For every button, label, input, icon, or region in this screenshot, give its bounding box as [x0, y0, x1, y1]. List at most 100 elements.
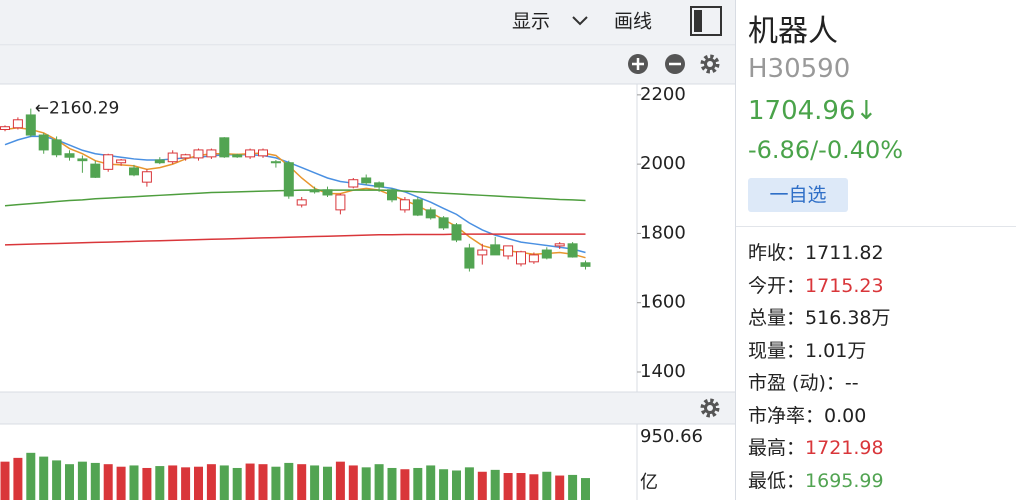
volume-bar	[116, 466, 126, 500]
candle-body	[167, 152, 178, 163]
watchlist-button[interactable]: 一自选	[748, 178, 848, 212]
volume-bar	[129, 465, 139, 500]
sidebar: 机器人 H30590 1704.96↓ -6.86/-0.40% 一自选 昨收：…	[735, 0, 1016, 500]
candle-body	[245, 149, 256, 158]
volume-bar	[529, 474, 539, 500]
candle-body	[309, 189, 320, 193]
y-tick-label: 1600	[640, 292, 686, 313]
candle-body	[580, 262, 591, 267]
change: -6.86/-0.40%	[748, 136, 904, 164]
candle-body	[541, 249, 552, 259]
volume-bar	[103, 464, 113, 500]
candle-body	[232, 154, 243, 158]
candle-body	[64, 153, 75, 158]
candle-body	[103, 154, 114, 170]
volume-bar	[323, 466, 332, 500]
volume-bar	[13, 457, 23, 500]
volume-bar	[232, 467, 242, 500]
stat-label: 现量：	[748, 339, 806, 362]
candle-body	[477, 249, 488, 256]
candle-body	[464, 247, 475, 269]
stat-value: 516.38万	[805, 307, 891, 329]
volume-bar	[39, 456, 49, 500]
volume-tick-label: 950.66	[640, 426, 703, 447]
volume-bar	[516, 473, 526, 500]
volume-bar	[477, 471, 487, 500]
candle-body	[361, 177, 372, 184]
candle-body	[296, 199, 307, 206]
stat-label: 最高：	[748, 437, 806, 459]
volume-settings[interactable]	[700, 398, 720, 418]
panel-toggle[interactable]	[690, 6, 722, 36]
candle-body	[335, 194, 346, 211]
volume-bar	[155, 466, 165, 500]
stat-label: 市净率：	[748, 404, 825, 427]
candle-body	[438, 217, 449, 229]
volume-bar	[387, 467, 397, 500]
y-tick-label: 1400	[640, 361, 686, 382]
stat-label: 昨收：	[748, 242, 806, 264]
candle-body	[116, 159, 127, 164]
candle-body	[399, 199, 410, 211]
volume-bar	[503, 473, 513, 500]
stock-code: H30590	[748, 54, 851, 84]
volume-bar	[219, 465, 229, 500]
volume-bar	[245, 463, 255, 500]
volume-bar	[361, 467, 371, 500]
zoom-in-icon	[632, 58, 644, 70]
candle-body	[283, 162, 294, 197]
stat-row: 昨收：1711.82	[748, 238, 884, 265]
volume-bar	[581, 478, 590, 500]
stat-row: 市盈 (动)：--	[748, 368, 859, 395]
volume-bar	[297, 464, 307, 500]
candle-body	[490, 244, 501, 256]
candle-body	[90, 163, 101, 178]
candle-body	[206, 149, 217, 158]
volume-bar	[439, 469, 449, 500]
stat-row: 最高：1721.98	[748, 433, 884, 460]
candle-body	[374, 182, 385, 188]
stat-row: 总量：516.38万	[748, 303, 891, 330]
chevron[interactable]	[572, 16, 588, 26]
stat-value: 1695.99	[805, 469, 884, 492]
volume-bar	[258, 464, 268, 500]
display-menu[interactable]: 显示	[512, 11, 550, 33]
stat-label: 今开：	[748, 274, 806, 297]
volume-bar	[26, 452, 36, 500]
moving-average	[4, 189, 586, 207]
stat-value: 1.01万	[805, 339, 867, 362]
stat-value: 1721.98	[805, 437, 884, 459]
stat-label: 市盈 (动)：	[748, 372, 845, 394]
candle-body	[12, 119, 23, 129]
stat-value: 0.00	[824, 404, 867, 427]
volume-bar	[348, 465, 358, 500]
volume-bar	[142, 467, 152, 500]
volume-bar	[271, 466, 281, 500]
moving-average	[4, 127, 586, 259]
volume-bar	[77, 461, 87, 500]
volume-bar	[65, 464, 74, 500]
volume-unit: 亿	[640, 472, 658, 493]
candle-body	[38, 134, 49, 151]
stat-row: 现量：1.01万	[748, 336, 866, 363]
settings[interactable]	[700, 54, 720, 74]
candle-body	[503, 245, 514, 257]
candle-body	[270, 161, 281, 164]
toolbar	[0, 0, 735, 45]
draw-button[interactable]: 画线	[614, 11, 652, 33]
volume-header	[0, 392, 735, 424]
volume-bar	[426, 465, 436, 500]
volume-bar	[490, 469, 500, 500]
volume-bar	[284, 462, 294, 500]
annotation: ←2160.29	[35, 99, 120, 119]
candle-body	[554, 243, 565, 247]
candle-body	[258, 149, 268, 157]
stat-row: 最低：1695.99	[748, 466, 884, 493]
stat-row: 市净率：0.00	[748, 401, 866, 428]
candle-body	[412, 199, 423, 216]
volume-bar	[413, 467, 423, 500]
y-tick-label: 2000	[640, 153, 686, 174]
y-tick-label: 1800	[640, 222, 686, 243]
volume-bar	[206, 464, 216, 500]
